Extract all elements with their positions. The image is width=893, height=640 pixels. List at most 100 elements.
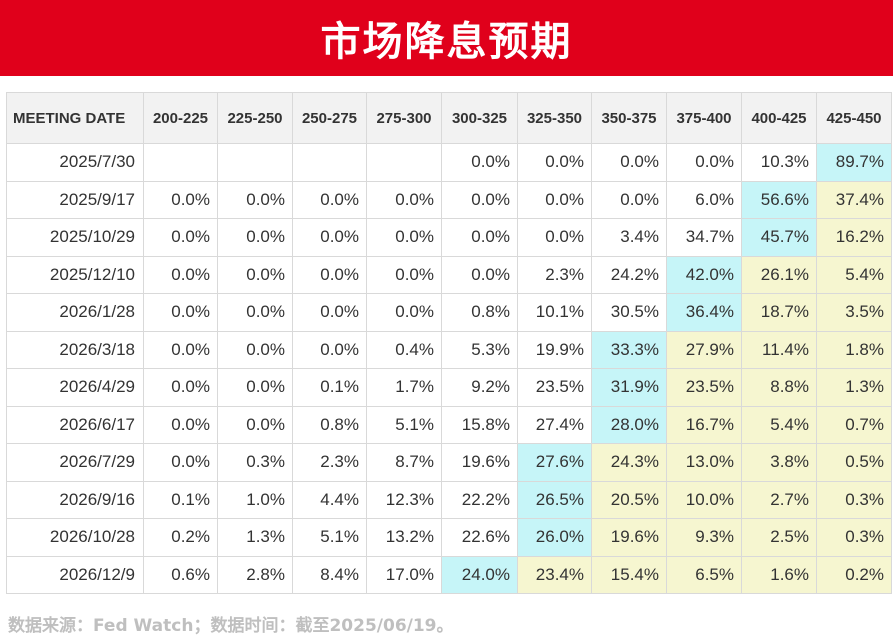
probability-cell: 0.0%: [217, 405, 293, 444]
table-row: 2026/12/9 0.6% 2.8% 8.4% 17.0% 24.0% 23.4% 15.4…: [6, 555, 892, 594]
probability-cell: 0.0%: [143, 330, 218, 369]
table-row: 2026/7/29 0.0% 0.3% 2.3% 8.7% 19.6% 27.6% 24.3%…: [6, 443, 892, 482]
rate-probability-table: MEETING DATE 200-225 225-250 250-275 275-300…: [6, 92, 892, 594]
probability-cell: 0.0%: [143, 255, 218, 294]
title-banner: 市场降息预期: [0, 0, 893, 76]
probability-cell: 19.6%: [591, 518, 667, 557]
probability-cell: 2.3%: [292, 443, 367, 482]
probability-cell: 18.7%: [741, 293, 817, 332]
probability-cell: 1.7%: [366, 368, 442, 407]
probability-cell: 0.1%: [143, 480, 218, 519]
probability-cell: 5.3%: [441, 330, 518, 369]
probability-cell: 19.6%: [441, 443, 518, 482]
probability-cell: 0.0%: [143, 293, 218, 332]
probability-cell: 0.3%: [816, 480, 892, 519]
probability-cell: [366, 143, 442, 182]
probability-cell: 22.6%: [441, 518, 518, 557]
probability-cell: 24.0%: [441, 555, 518, 594]
probability-cell: 24.2%: [591, 255, 667, 294]
probability-cell: 13.2%: [366, 518, 442, 557]
probability-cell: 0.0%: [143, 180, 218, 219]
probability-cell: 10.1%: [517, 293, 592, 332]
probability-cell: 3.4%: [591, 218, 667, 257]
probability-cell: 0.8%: [292, 405, 367, 444]
meeting-date-cell: 2026/12/9: [6, 555, 144, 594]
probability-cell: 12.3%: [366, 480, 442, 519]
probability-cell: 6.5%: [666, 555, 742, 594]
table-row: 2026/1/28 0.0% 0.0% 0.0% 0.0% 0.8% 10.1% 30.5% 3…: [6, 293, 892, 332]
probability-cell: [143, 143, 218, 182]
column-header-200-225: 200-225: [143, 92, 218, 144]
table-row: 2026/6/17 0.0% 0.0% 0.8% 5.1% 15.8% 27.4% 28.0%…: [6, 405, 892, 444]
probability-cell: 0.0%: [366, 293, 442, 332]
column-header-375-400: 375-400: [666, 92, 742, 144]
probability-cell: 0.0%: [217, 330, 293, 369]
probability-cell: 10.3%: [741, 143, 817, 182]
table-row: 2026/3/18 0.0% 0.0% 0.0% 0.4% 5.3% 19.9% 33.3% 2…: [6, 330, 892, 369]
probability-cell: 2.7%: [741, 480, 817, 519]
probability-cell: 2.3%: [517, 255, 592, 294]
probability-cell: 15.8%: [441, 405, 518, 444]
probability-cell: 10.0%: [666, 480, 742, 519]
probability-cell: 0.0%: [217, 368, 293, 407]
meeting-date-cell: 2025/12/10: [6, 255, 144, 294]
probability-cell: 26.0%: [517, 518, 592, 557]
probability-cell: 0.0%: [292, 330, 367, 369]
probability-cell: 0.0%: [143, 368, 218, 407]
probability-cell: 1.8%: [816, 330, 892, 369]
probability-cell: 1.0%: [217, 480, 293, 519]
probability-cell: 22.2%: [441, 480, 518, 519]
probability-cell: 3.8%: [741, 443, 817, 482]
probability-cell: 13.0%: [666, 443, 742, 482]
probability-cell: 34.7%: [666, 218, 742, 257]
meeting-date-cell: 2026/10/28: [6, 518, 144, 557]
probability-cell: 8.7%: [366, 443, 442, 482]
column-header-275-300: 275-300: [366, 92, 442, 144]
column-header-350-375: 350-375: [591, 92, 667, 144]
column-header-meeting-date: MEETING DATE: [6, 92, 144, 144]
probability-cell: 24.3%: [591, 443, 667, 482]
probability-cell: 33.3%: [591, 330, 667, 369]
probability-cell: 3.5%: [816, 293, 892, 332]
probability-cell: 0.0%: [591, 143, 667, 182]
probability-cell: 37.4%: [816, 180, 892, 219]
probability-cell: 0.0%: [217, 218, 293, 257]
probability-cell: 9.2%: [441, 368, 518, 407]
source-note: 数据来源：Fed Watch；数据时间：截至2025/06/19。: [8, 616, 454, 636]
meeting-date-cell: 2026/9/16: [6, 480, 144, 519]
probability-cell: 0.0%: [591, 180, 667, 219]
meeting-date-cell: 2026/6/17: [6, 405, 144, 444]
probability-cell: 0.8%: [441, 293, 518, 332]
probability-cell: 0.0%: [441, 143, 518, 182]
probability-cell: 16.2%: [816, 218, 892, 257]
probability-cell: 0.0%: [366, 180, 442, 219]
probability-cell: 23.5%: [517, 368, 592, 407]
table-row: 2026/4/29 0.0% 0.0% 0.1% 1.7% 9.2% 23.5% 31.9% 2…: [6, 368, 892, 407]
probability-cell: [292, 143, 367, 182]
probability-cell: 0.0%: [143, 405, 218, 444]
probability-cell: 0.1%: [292, 368, 367, 407]
probability-cell: 31.9%: [591, 368, 667, 407]
probability-cell: 45.7%: [741, 218, 817, 257]
probability-cell: 9.3%: [666, 518, 742, 557]
probability-cell: 0.0%: [292, 255, 367, 294]
probability-cell: 26.1%: [741, 255, 817, 294]
probability-cell: 4.4%: [292, 480, 367, 519]
probability-cell: 5.4%: [816, 255, 892, 294]
probability-cell: 23.5%: [666, 368, 742, 407]
probability-cell: 19.9%: [517, 330, 592, 369]
column-header-325-350: 325-350: [517, 92, 592, 144]
probability-cell: 0.0%: [143, 218, 218, 257]
probability-cell: 8.4%: [292, 555, 367, 594]
probability-cell: 0.0%: [517, 143, 592, 182]
column-header-400-425: 400-425: [741, 92, 817, 144]
probability-cell: 0.0%: [217, 180, 293, 219]
probability-cell: 1.3%: [816, 368, 892, 407]
table-header-row: MEETING DATE 200-225 225-250 250-275 275-300…: [6, 92, 892, 144]
meeting-date-cell: 2025/7/30: [6, 143, 144, 182]
probability-cell: 0.5%: [816, 443, 892, 482]
table-row: 2025/10/29 0.0% 0.0% 0.0% 0.0% 0.0% 0.0% 3.4% 34…: [6, 218, 892, 257]
probability-cell: 0.0%: [217, 255, 293, 294]
probability-cell: 5.1%: [366, 405, 442, 444]
probability-cell: 11.4%: [741, 330, 817, 369]
